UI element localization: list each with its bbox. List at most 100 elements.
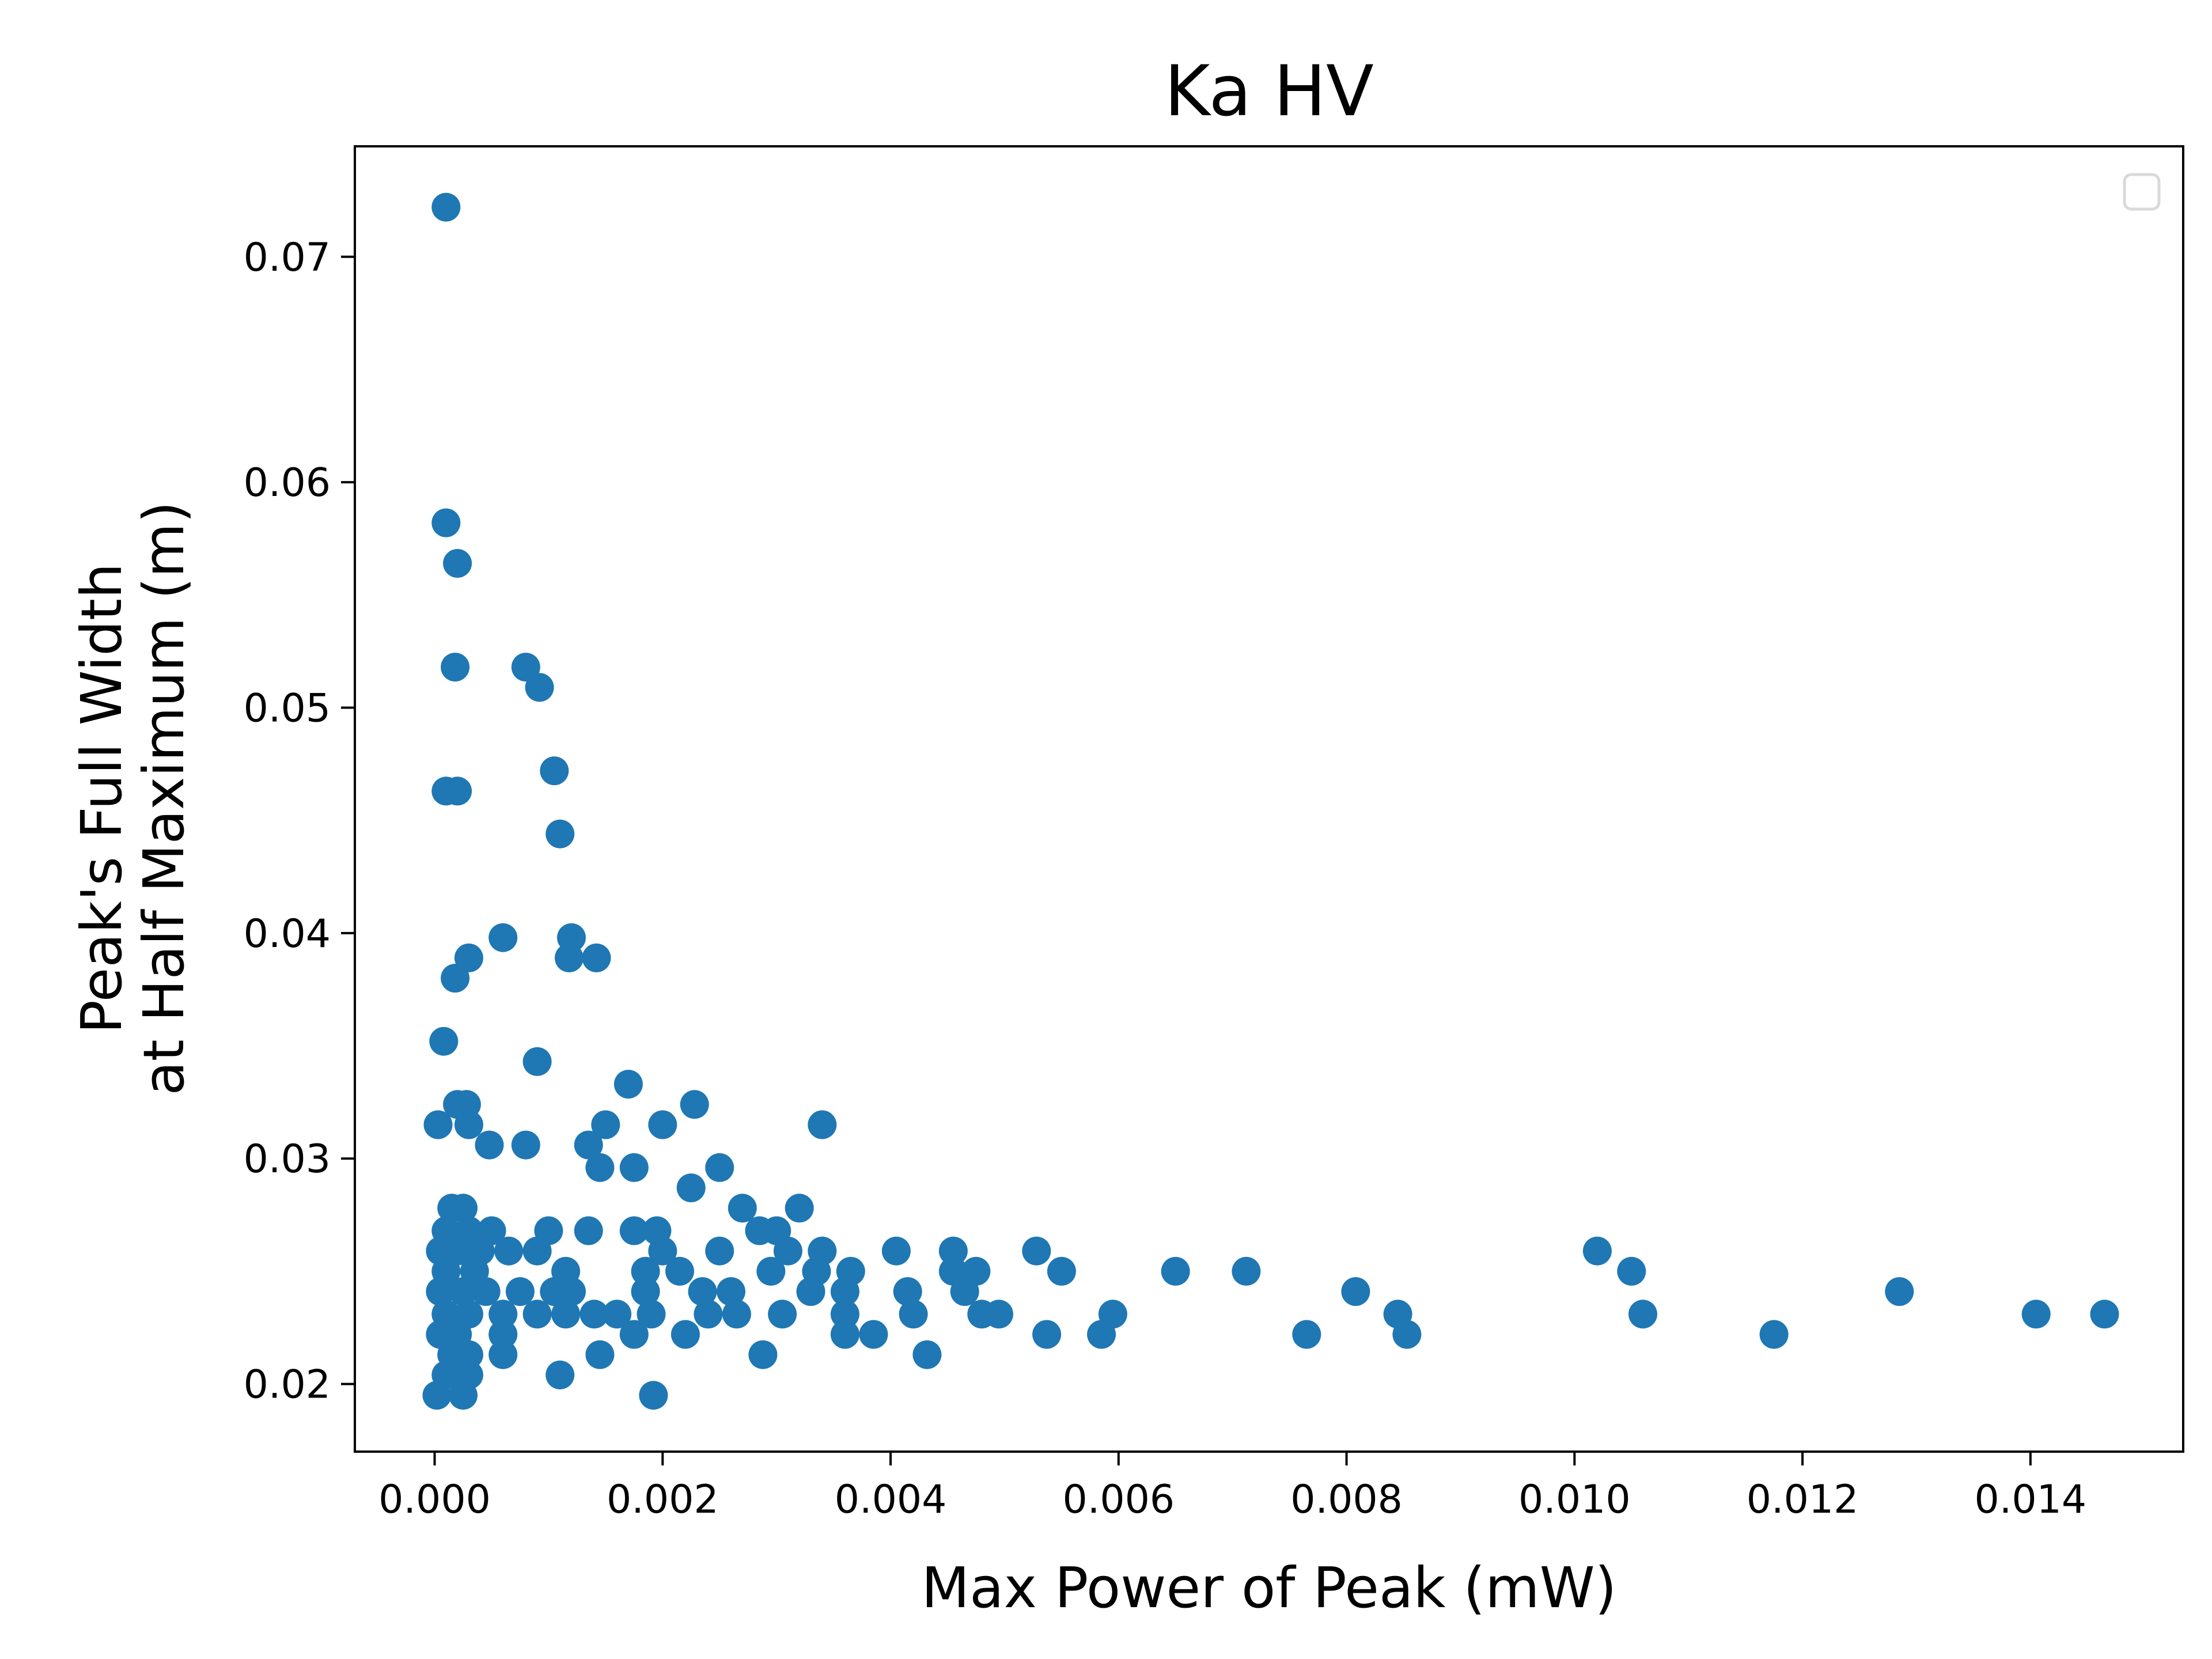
x-tick-label-3: 0.006 [1062,1477,1175,1522]
data-point-3 [441,653,470,682]
data-point-117 [1087,1320,1116,1349]
x-tick-label-5: 0.010 [1518,1477,1631,1522]
data-point-50 [494,1236,524,1266]
plot-frame [354,145,2184,1453]
data-point-126 [912,1340,942,1369]
data-point-29 [574,1130,603,1160]
data-point-16 [429,1027,459,1056]
x-axis-ticks: 0.000 0.002 0.004 0.006 0.008 0.010 0.012 0.014 [378,1452,2086,1522]
data-point-72 [1232,1256,1261,1286]
data-point-107 [2021,1300,2051,1329]
x-axis-label: Max Power of Peak (mW) [921,1555,1616,1620]
x-tick-label-2: 0.004 [835,1477,947,1522]
data-point-87 [1341,1277,1370,1306]
data-point-59 [1582,1236,1612,1266]
data-point-112 [619,1320,649,1349]
data-point-82 [717,1277,745,1306]
data-point-4 [511,653,540,682]
y-axis-label: Peak's Full Width at Half Maximum (m) [69,501,196,1096]
data-point-80 [631,1277,660,1306]
data-point-124 [585,1340,615,1369]
data-point-65 [756,1256,786,1286]
data-point-120 [1759,1320,1789,1349]
data-point-33 [676,1173,706,1203]
data-point-28 [511,1130,540,1160]
y-axis-label-line-1: Peak's Full Width [69,563,134,1034]
data-point-91 [488,1300,518,1329]
data-point-42 [574,1216,603,1245]
data-point-35 [449,1194,478,1223]
data-point-1 [431,508,461,537]
data-point-132 [639,1381,668,1410]
data-point-22 [423,1110,453,1139]
data-point-84 [830,1277,859,1306]
data-point-56 [881,1236,911,1266]
data-point-116 [1032,1320,1062,1349]
data-point-93 [551,1300,581,1329]
data-point-8 [540,756,569,786]
x-tick-label-4: 0.008 [1290,1477,1403,1522]
data-point-23 [454,1110,483,1139]
data-point-79 [557,1277,586,1306]
data-point-2 [443,549,472,578]
data-point-83 [796,1277,825,1306]
data-point-130 [422,1381,452,1410]
data-points [422,192,2119,1410]
legend-box [2123,173,2161,211]
plot-area [354,145,2184,1453]
data-point-101 [899,1300,928,1329]
data-point-131 [449,1381,478,1410]
data-point-13 [555,943,584,972]
data-point-24 [591,1110,620,1139]
data-point-63 [631,1256,660,1286]
data-point-10 [488,923,518,952]
data-point-113 [671,1320,700,1349]
data-point-98 [722,1300,751,1329]
data-point-74 [426,1277,455,1306]
data-point-57 [938,1236,968,1266]
data-point-52 [648,1236,677,1266]
y-tick-label-2: 0.04 [244,911,331,957]
data-point-15 [441,964,470,993]
data-point-37 [785,1194,814,1223]
data-point-111 [488,1320,518,1349]
data-point-70 [1047,1256,1076,1286]
data-point-17 [522,1047,552,1076]
data-point-108 [2090,1300,2119,1329]
data-point-53 [705,1236,734,1266]
data-point-118 [1292,1320,1321,1349]
data-point-27 [475,1130,504,1160]
data-point-76 [471,1277,501,1306]
data-point-32 [705,1153,734,1182]
y-axis-label-line-2: at Half Maximum (m) [131,501,196,1096]
data-point-96 [637,1300,666,1329]
data-point-25 [648,1110,677,1139]
data-point-18 [613,1070,643,1099]
data-point-9 [546,819,575,849]
y-tick-label-3: 0.05 [244,685,331,731]
x-tick-label-6: 0.012 [1747,1477,1859,1522]
data-point-92 [522,1300,552,1329]
data-point-94 [579,1300,609,1329]
y-tick-label-5: 0.07 [244,235,331,281]
x-tick-label-0: 0.000 [378,1477,491,1522]
data-point-106 [1628,1300,1657,1329]
data-point-125 [748,1340,778,1369]
data-point-26 [808,1110,837,1139]
data-point-99 [768,1300,797,1329]
data-point-115 [859,1320,888,1349]
data-point-14 [582,943,611,972]
data-point-36 [728,1194,757,1223]
y-tick-label-0: 0.02 [244,1362,331,1408]
data-point-54 [773,1236,802,1266]
data-point-122 [454,1340,483,1369]
data-point-58 [1022,1236,1051,1266]
data-point-75 [449,1277,478,1306]
y-tick-label-4: 0.06 [244,460,331,506]
x-tick-label-7: 0.014 [1975,1477,2087,1522]
data-point-88 [1885,1277,1914,1306]
data-point-51 [522,1236,552,1266]
data-point-86 [950,1277,979,1306]
